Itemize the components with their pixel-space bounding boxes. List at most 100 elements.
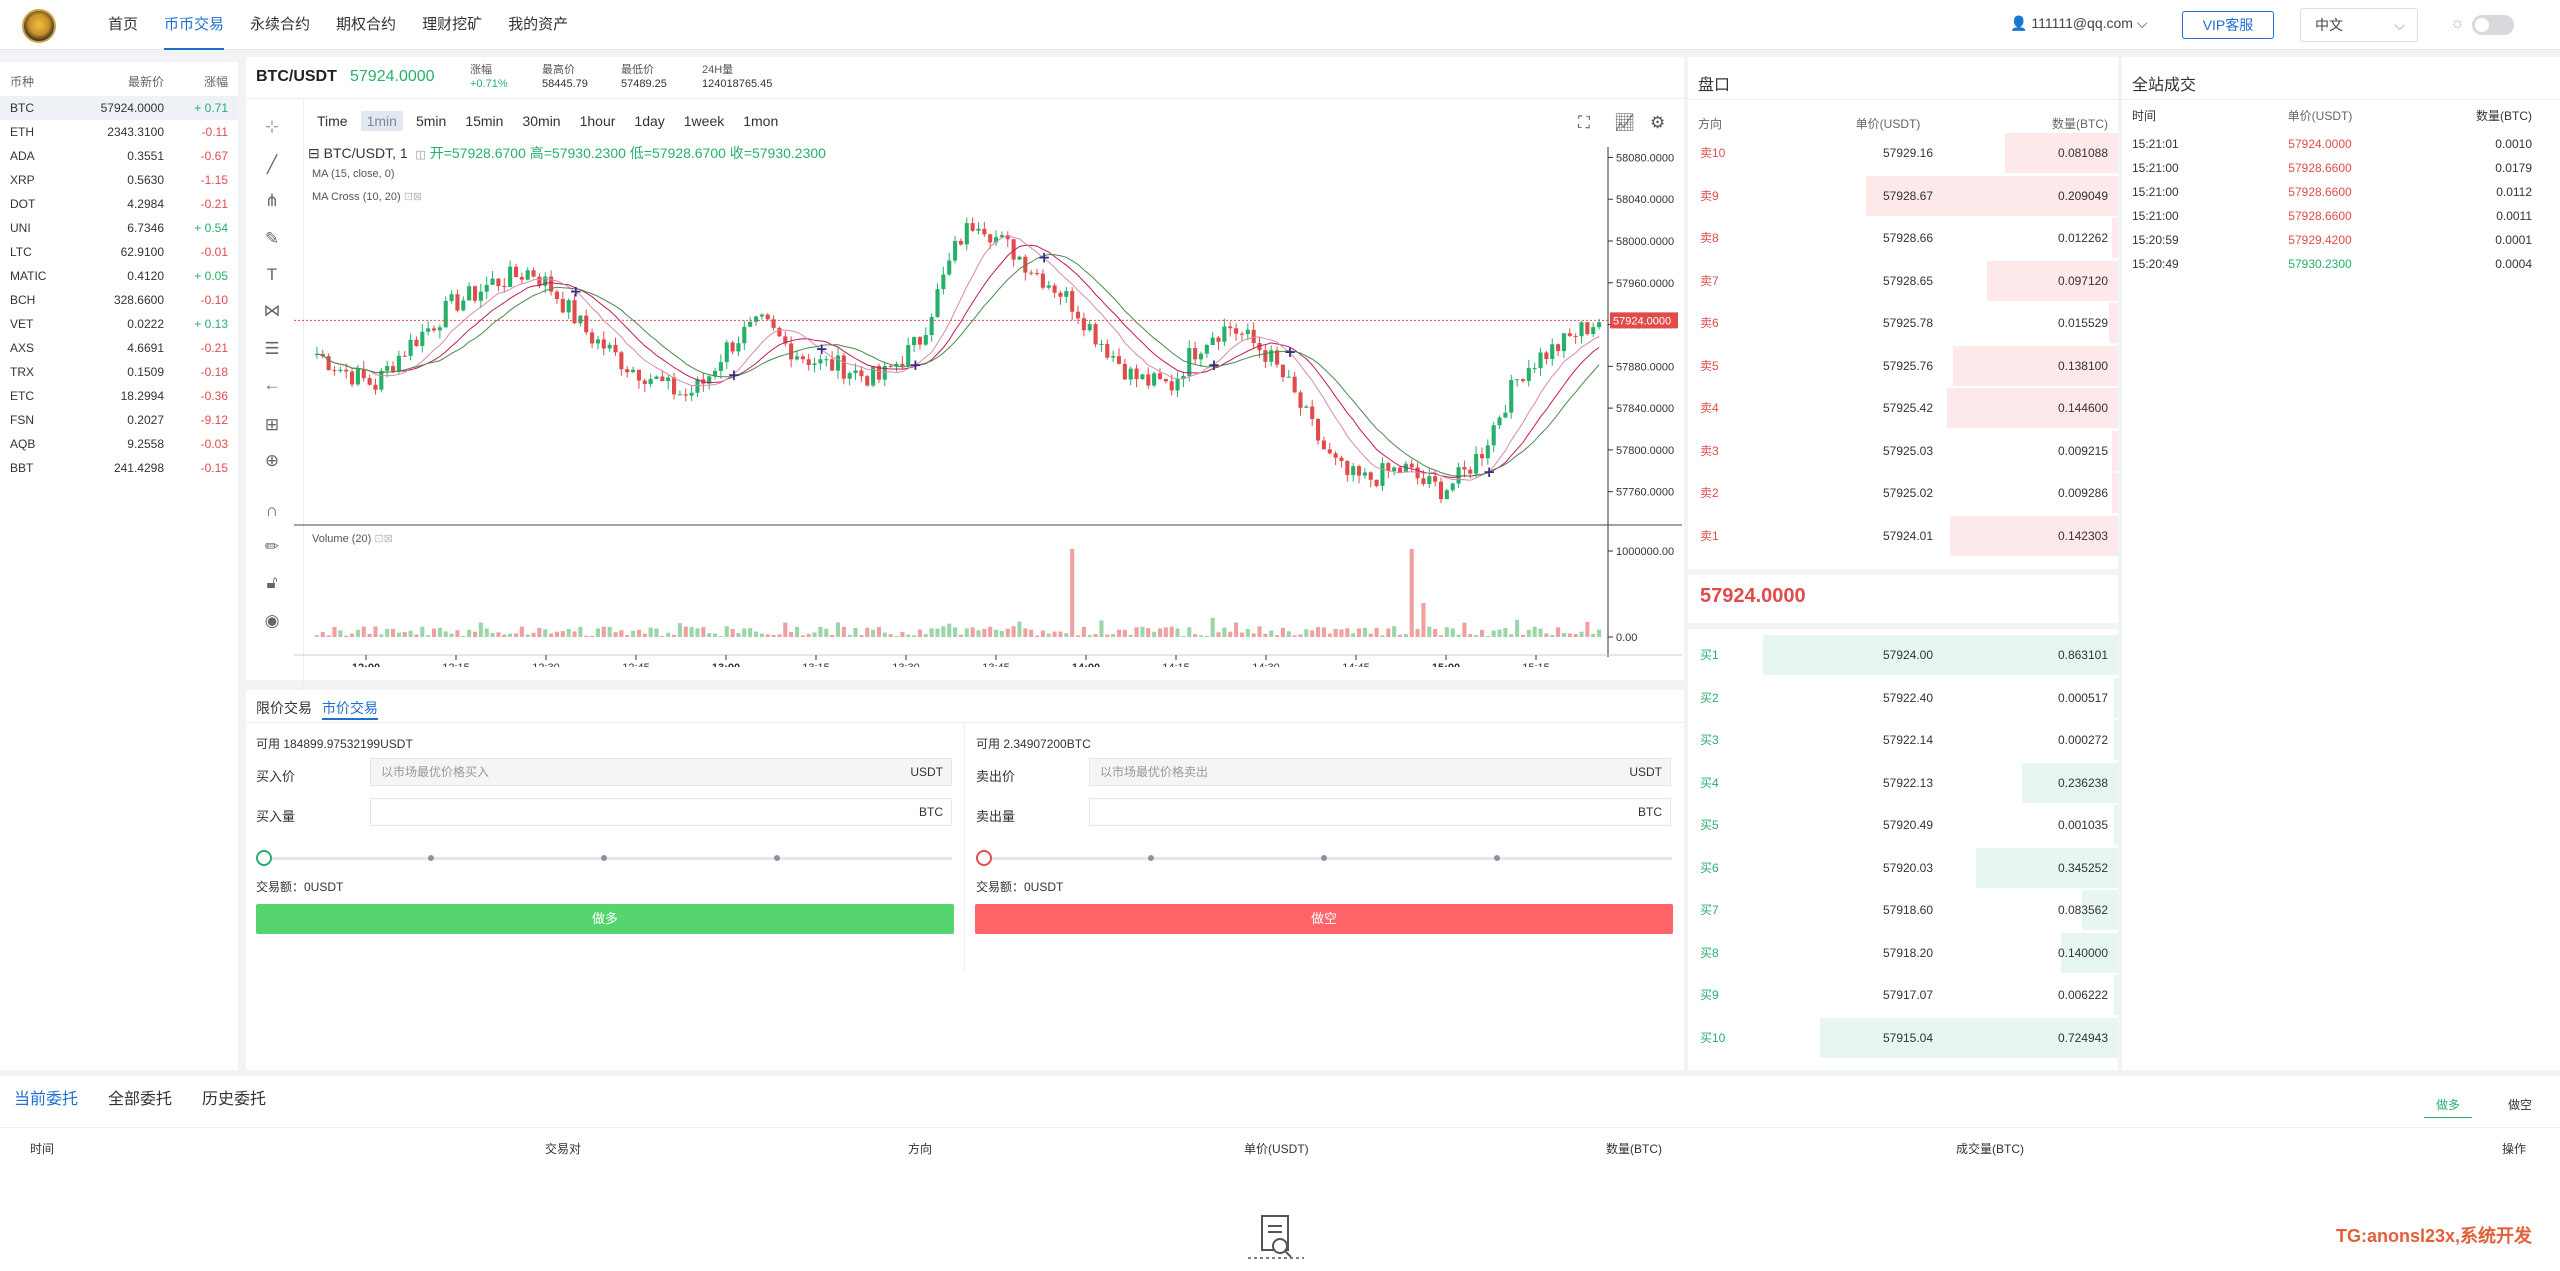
tf-1day[interactable]: 1day <box>634 113 665 129</box>
volume-close-icon[interactable]: ⊠ <box>383 533 393 545</box>
tf-5min[interactable]: 5min <box>415 113 447 129</box>
fib-icon[interactable]: ☰ <box>264 339 280 358</box>
legend-settings-icon[interactable]: ⊡ <box>403 191 413 203</box>
market-row[interactable]: ETH 2343.3100 -0.11 <box>0 120 238 144</box>
slider-mark[interactable] <box>1494 855 1500 861</box>
nav-assets[interactable]: 我的资产 <box>508 16 569 33</box>
tf-1hour[interactable]: 1hour <box>579 113 616 129</box>
buy-qty-input[interactable]: BTC <box>370 798 952 826</box>
legend-collapse-icon[interactable]: ⊟ <box>308 145 324 161</box>
volume-settings-icon[interactable]: ⊡ <box>374 533 384 545</box>
bid-row[interactable]: 买1 57924.00 0.863101 <box>1688 634 2118 676</box>
vip-support-button[interactable]: VIP客服 <box>2182 11 2274 39</box>
bid-row[interactable]: 买4 57922.13 0.236238 <box>1688 762 2118 804</box>
market-row[interactable]: BCH 328.6600 -0.10 <box>0 288 238 312</box>
tab-market[interactable]: 市价交易 <box>322 690 378 720</box>
ask-row[interactable]: 卖7 57928.65 0.097120 <box>1688 260 2118 302</box>
nav-spot-trading[interactable]: 币币交易 <box>164 0 225 50</box>
slider-mark[interactable] <box>1321 855 1327 861</box>
bid-row[interactable]: 买6 57920.03 0.345252 <box>1688 847 2118 889</box>
tab-all-orders[interactable]: 全部委托 <box>108 1091 173 1108</box>
ask-row[interactable]: 卖2 57925.02 0.009286 <box>1688 472 2118 514</box>
market-row[interactable]: TRX 0.1509 -0.18 <box>0 360 238 384</box>
sell-short-button[interactable]: 做空 <box>975 904 1673 934</box>
tf-30min[interactable]: 30min <box>522 113 561 129</box>
tf-1min[interactable]: 1min <box>360 111 403 131</box>
user-menu[interactable]: 👤 111111@qq.com ⌵ <box>2010 15 2148 32</box>
tab-current-orders[interactable]: 当前委托 <box>14 1091 79 1108</box>
nav-mining[interactable]: 理财挖矿 <box>422 16 483 33</box>
tf-1mon[interactable]: 1mon <box>743 113 779 129</box>
slider-mark[interactable] <box>428 855 434 861</box>
market-row[interactable]: AXS 4.6691 -0.21 <box>0 336 238 360</box>
market-row[interactable]: LTC 62.9100 -0.01 <box>0 240 238 264</box>
buy-percent-slider[interactable] <box>256 850 952 866</box>
ask-row[interactable]: 卖4 57925.42 0.144600 <box>1688 387 2118 429</box>
tf-1week[interactable]: 1week <box>683 113 725 129</box>
slider-mark[interactable] <box>1148 855 1154 861</box>
bid-row[interactable]: 买8 57918.20 0.140000 <box>1688 932 2118 974</box>
filter-short[interactable]: 做空 <box>2508 1098 2533 1112</box>
filter-long[interactable]: 做多 <box>2424 1096 2473 1118</box>
text-icon[interactable]: T <box>266 265 278 284</box>
market-row[interactable]: DOT 4.2984 -0.21 <box>0 192 238 216</box>
language-select[interactable]: 中文 ⌵ <box>2300 8 2418 42</box>
tab-history-orders[interactable]: 历史委托 <box>202 1091 267 1108</box>
bid-row[interactable]: 买9 57917.07 0.006222 <box>1688 974 2118 1016</box>
indicators-icon[interactable]: 📈︎ <box>1614 113 1636 132</box>
bid-row[interactable]: 买10 57915.04 0.724943 <box>1688 1017 2118 1059</box>
bid-row[interactable]: 买3 57922.14 0.000272 <box>1688 719 2118 761</box>
tab-limit[interactable]: 限价交易 <box>256 700 312 716</box>
sell-qty-input[interactable]: BTC <box>1089 798 1671 826</box>
magnet-icon[interactable]: ∩ <box>265 501 279 520</box>
nav-home[interactable]: 首页 <box>108 16 139 33</box>
market-row[interactable]: AQB 9.2558 -0.03 <box>0 432 238 456</box>
ask-row[interactable]: 卖8 57928.66 0.012262 <box>1688 217 2118 259</box>
ask-row[interactable]: 卖6 57925.78 0.015529 <box>1688 302 2118 344</box>
market-row[interactable]: VET 0.0222 + 0.13 <box>0 312 238 336</box>
fullscreen-icon[interactable]: ⛶ <box>1578 113 1590 132</box>
market-row[interactable]: XRP 0.5630 -1.15 <box>0 168 238 192</box>
theme-toggle[interactable] <box>2472 15 2514 35</box>
slider-mark[interactable] <box>601 855 607 861</box>
ask-row[interactable]: 卖10 57929.16 0.081088 <box>1688 132 2118 174</box>
market-row[interactable]: FSN 0.2027 -9.12 <box>0 408 238 432</box>
market-row[interactable]: BTC 57924.0000 + 0.71 <box>0 96 238 120</box>
pattern-icon[interactable]: ⋈ <box>263 301 281 320</box>
tf-15min[interactable]: 15min <box>465 113 504 129</box>
nav-perpetual[interactable]: 永续合约 <box>250 16 311 33</box>
slider-knob[interactable] <box>976 850 992 866</box>
brush-icon[interactable]: ✎ <box>264 229 280 248</box>
measure-icon[interactable]: ⊞ <box>264 415 280 434</box>
lock-icon[interactable]: 🔓︎ <box>266 573 278 592</box>
ask-row[interactable]: 卖3 57925.03 0.009215 <box>1688 430 2118 472</box>
nav-options[interactable]: 期权合约 <box>336 16 397 33</box>
market-row[interactable]: ADA 0.3551 -0.67 <box>0 144 238 168</box>
sell-price-input[interactable]: 以市场最优价格卖出 USDT <box>1089 758 1671 786</box>
trendline-icon[interactable]: ╱ <box>266 155 278 174</box>
ask-row[interactable]: 卖1 57924.01 0.142303 <box>1688 515 2118 557</box>
sell-percent-slider[interactable] <box>976 850 1672 866</box>
arrow-back-icon[interactable]: ← <box>263 375 281 394</box>
ask-row[interactable]: 卖9 57928.67 0.209049 <box>1688 175 2118 217</box>
market-row[interactable]: ETC 18.2994 -0.36 <box>0 384 238 408</box>
buy-price-input[interactable]: 以市场最优价格买入 USDT <box>370 758 952 786</box>
market-row[interactable]: MATIC 0.4120 + 0.05 <box>0 264 238 288</box>
bid-row[interactable]: 买5 57920.49 0.001035 <box>1688 804 2118 846</box>
tf-time[interactable]: Time <box>317 113 348 129</box>
brand-logo[interactable] <box>22 9 56 43</box>
bid-row[interactable]: 买2 57922.40 0.000517 <box>1688 677 2118 719</box>
market-row[interactable]: BBT 241.4298 -0.15 <box>0 456 238 480</box>
price-chart[interactable]: 57760.0000 57800.0000 57840.0000 57880.0000… <box>246 57 1684 667</box>
ask-row[interactable]: 卖5 57925.76 0.138100 <box>1688 345 2118 387</box>
pencil-lock-icon[interactable]: ✏ <box>264 537 280 556</box>
slider-mark[interactable] <box>774 855 780 861</box>
legend-close-icon[interactable]: ⊠ <box>412 191 423 203</box>
legend-eye-icon[interactable]: ◫ <box>415 149 426 161</box>
crosshair-icon[interactable]: ⊹ <box>264 117 280 136</box>
eye-icon[interactable]: ◉ <box>264 611 280 630</box>
slider-knob[interactable] <box>256 850 272 866</box>
settings-icon[interactable]: ⚙ <box>1650 113 1666 132</box>
market-row[interactable]: UNI 6.7346 + 0.54 <box>0 216 238 240</box>
zoom-icon[interactable]: ⊕ <box>264 451 280 470</box>
